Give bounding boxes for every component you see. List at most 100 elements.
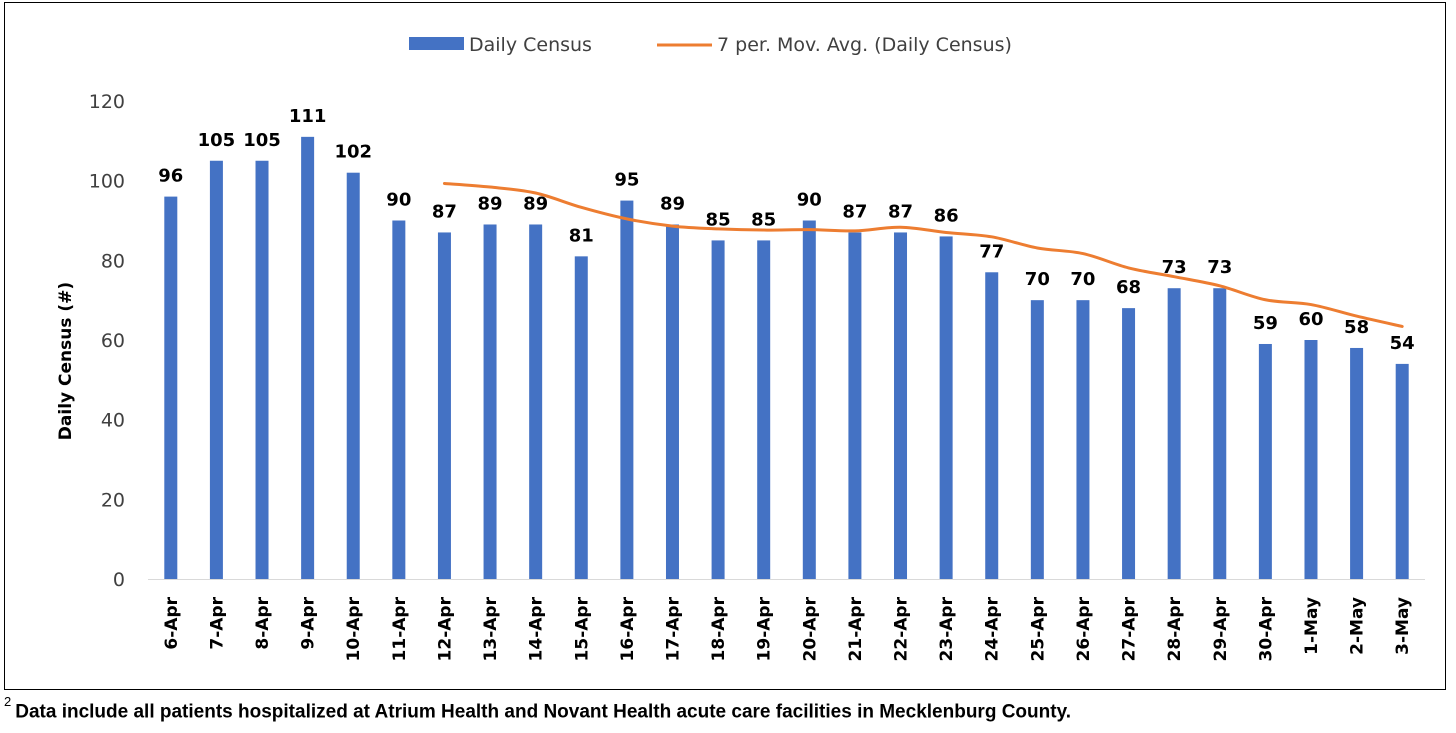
x-tick-label-29-Apr: 29-Apr xyxy=(1211,596,1231,661)
chart-legend: Daily Census 7 per. Mov. Avg. (Daily Cens… xyxy=(409,34,1012,56)
footnote-text: Data include all patients hospitalized a… xyxy=(15,701,1072,723)
bar-11-Apr xyxy=(392,220,406,579)
bar-21-Apr xyxy=(848,232,862,579)
bar-3-May xyxy=(1395,363,1409,579)
x-tick-label-11-Apr: 11-Apr xyxy=(390,596,410,661)
x-tick-label-21-Apr: 21-Apr xyxy=(846,596,866,661)
data-label-7-Apr: 105 xyxy=(198,130,236,151)
bar-15-Apr xyxy=(574,256,588,579)
data-label-28-Apr: 73 xyxy=(1162,257,1187,278)
data-label-8-Apr: 105 xyxy=(243,130,281,151)
x-tick-label-13-Apr: 13-Apr xyxy=(481,596,501,661)
data-label-6-Apr: 96 xyxy=(158,166,183,187)
y-tick-label: 40 xyxy=(101,410,125,432)
x-tick-label-20-Apr: 20-Apr xyxy=(800,596,820,661)
data-label-20-Apr: 90 xyxy=(797,190,822,211)
data-label-22-Apr: 87 xyxy=(888,201,913,222)
legend-swatch-daily-census xyxy=(409,37,464,50)
bar-25-Apr xyxy=(1030,300,1044,579)
footnote: 2 Data include all patients hospitalized … xyxy=(4,694,1072,723)
data-label-15-Apr: 81 xyxy=(569,225,594,246)
data-label-23-Apr: 86 xyxy=(934,205,959,226)
data-label-13-Apr: 89 xyxy=(478,193,503,214)
data-label-29-Apr: 73 xyxy=(1207,257,1232,278)
data-label-9-Apr: 111 xyxy=(289,106,327,127)
x-tick-label-3-May: 3-May xyxy=(1393,597,1413,655)
y-tick-label: 20 xyxy=(101,489,125,511)
y-axis: 0 20 40 60 80 100 120 Daily Census (#) xyxy=(56,91,125,591)
bar-30-Apr xyxy=(1258,343,1272,579)
bar-13-Apr xyxy=(483,224,497,579)
data-label-14-Apr: 89 xyxy=(523,193,548,214)
bar-2-May xyxy=(1350,347,1364,579)
bar-12-Apr xyxy=(437,232,451,579)
bar-26-Apr xyxy=(1076,300,1090,579)
bar-23-Apr xyxy=(939,236,953,579)
bar-24-Apr xyxy=(985,272,999,579)
moving-average-line xyxy=(442,181,1404,328)
x-tick-label-22-Apr: 22-Apr xyxy=(892,596,912,661)
x-tick-label-27-Apr: 27-Apr xyxy=(1120,596,1140,661)
bar-1-May xyxy=(1304,340,1318,579)
y-tick-label: 120 xyxy=(89,91,125,113)
y-tick-label: 60 xyxy=(101,330,125,352)
x-tick-label-19-Apr: 19-Apr xyxy=(755,596,775,661)
data-label-25-Apr: 70 xyxy=(1025,269,1050,290)
bar-14-Apr xyxy=(529,224,543,579)
y-tick-label: 80 xyxy=(101,250,125,272)
data-label-10-Apr: 102 xyxy=(334,142,372,163)
x-tick-label-8-Apr: 8-Apr xyxy=(253,596,273,649)
bar-19-Apr xyxy=(757,240,771,579)
x-tick-label-18-Apr: 18-Apr xyxy=(709,596,729,661)
x-tick-label-6-Apr: 6-Apr xyxy=(162,596,182,649)
data-label-16-Apr: 95 xyxy=(614,170,639,191)
bar-28-Apr xyxy=(1167,288,1181,579)
chart-frame: Daily Census 7 per. Mov. Avg. (Daily Cens… xyxy=(4,2,1446,690)
x-tick-label-17-Apr: 17-Apr xyxy=(663,596,683,661)
x-tick-label-2-May: 2-May xyxy=(1348,597,1368,655)
data-label-3-May: 54 xyxy=(1390,333,1415,354)
x-axis: 6-Apr 7-Apr 8-Apr 9-Apr 10-Apr 11-Apr 12-Apr 13… xyxy=(148,579,1425,661)
data-label-12-Apr: 87 xyxy=(432,201,457,222)
bar-16-Apr xyxy=(620,200,634,580)
data-label-1-May: 60 xyxy=(1298,309,1323,330)
x-tick-label-10-Apr: 10-Apr xyxy=(344,596,364,661)
data-label-18-Apr: 85 xyxy=(706,209,731,230)
bar-18-Apr xyxy=(711,240,725,579)
data-label-11-Apr: 90 xyxy=(386,190,411,211)
bar-29-Apr xyxy=(1213,288,1227,579)
legend-label-moving-average: 7 per. Mov. Avg. (Daily Census) xyxy=(717,34,1012,56)
moving-average-series xyxy=(442,181,1404,328)
x-tick-label-16-Apr: 16-Apr xyxy=(618,596,638,661)
bar-7-Apr xyxy=(209,160,223,579)
data-label-30-Apr: 59 xyxy=(1253,313,1278,334)
x-tick-label-14-Apr: 14-Apr xyxy=(527,596,547,661)
data-label-21-Apr: 87 xyxy=(842,201,867,222)
data-label-2-May: 58 xyxy=(1344,317,1369,338)
y-tick-label: 0 xyxy=(113,569,125,591)
data-label-26-Apr: 70 xyxy=(1070,269,1095,290)
x-tick-label-9-Apr: 9-Apr xyxy=(299,596,319,649)
x-tick-label-1-May: 1-May xyxy=(1302,597,1322,655)
x-tick-label-25-Apr: 25-Apr xyxy=(1028,596,1048,661)
x-tick-label-23-Apr: 23-Apr xyxy=(937,596,957,661)
y-tick-label: 100 xyxy=(89,171,125,193)
bar-27-Apr xyxy=(1122,308,1136,579)
y-axis-title: Daily Census (#) xyxy=(56,282,76,440)
data-label-24-Apr: 77 xyxy=(979,241,1004,262)
bar-22-Apr xyxy=(894,232,908,579)
legend-label-daily-census: Daily Census xyxy=(469,34,592,56)
bar-17-Apr xyxy=(665,224,679,579)
data-labels: 96 105 105 111 102 90 87 89 89 81 95 89 85 85 90 87 87 86… xyxy=(158,106,1414,354)
x-tick-label-12-Apr: 12-Apr xyxy=(435,596,455,661)
x-tick-label-7-Apr: 7-Apr xyxy=(207,596,227,649)
footnote-marker: 2 xyxy=(4,694,12,709)
x-tick-label-28-Apr: 28-Apr xyxy=(1165,596,1185,661)
data-label-17-Apr: 89 xyxy=(660,193,685,214)
x-tick-label-26-Apr: 26-Apr xyxy=(1074,596,1094,661)
census-chart: Daily Census 7 per. Mov. Avg. (Daily Cens… xyxy=(56,34,1425,661)
bar-10-Apr xyxy=(346,172,360,579)
bar-20-Apr xyxy=(802,220,816,579)
data-label-27-Apr: 68 xyxy=(1116,277,1141,298)
data-label-19-Apr: 85 xyxy=(751,209,776,230)
